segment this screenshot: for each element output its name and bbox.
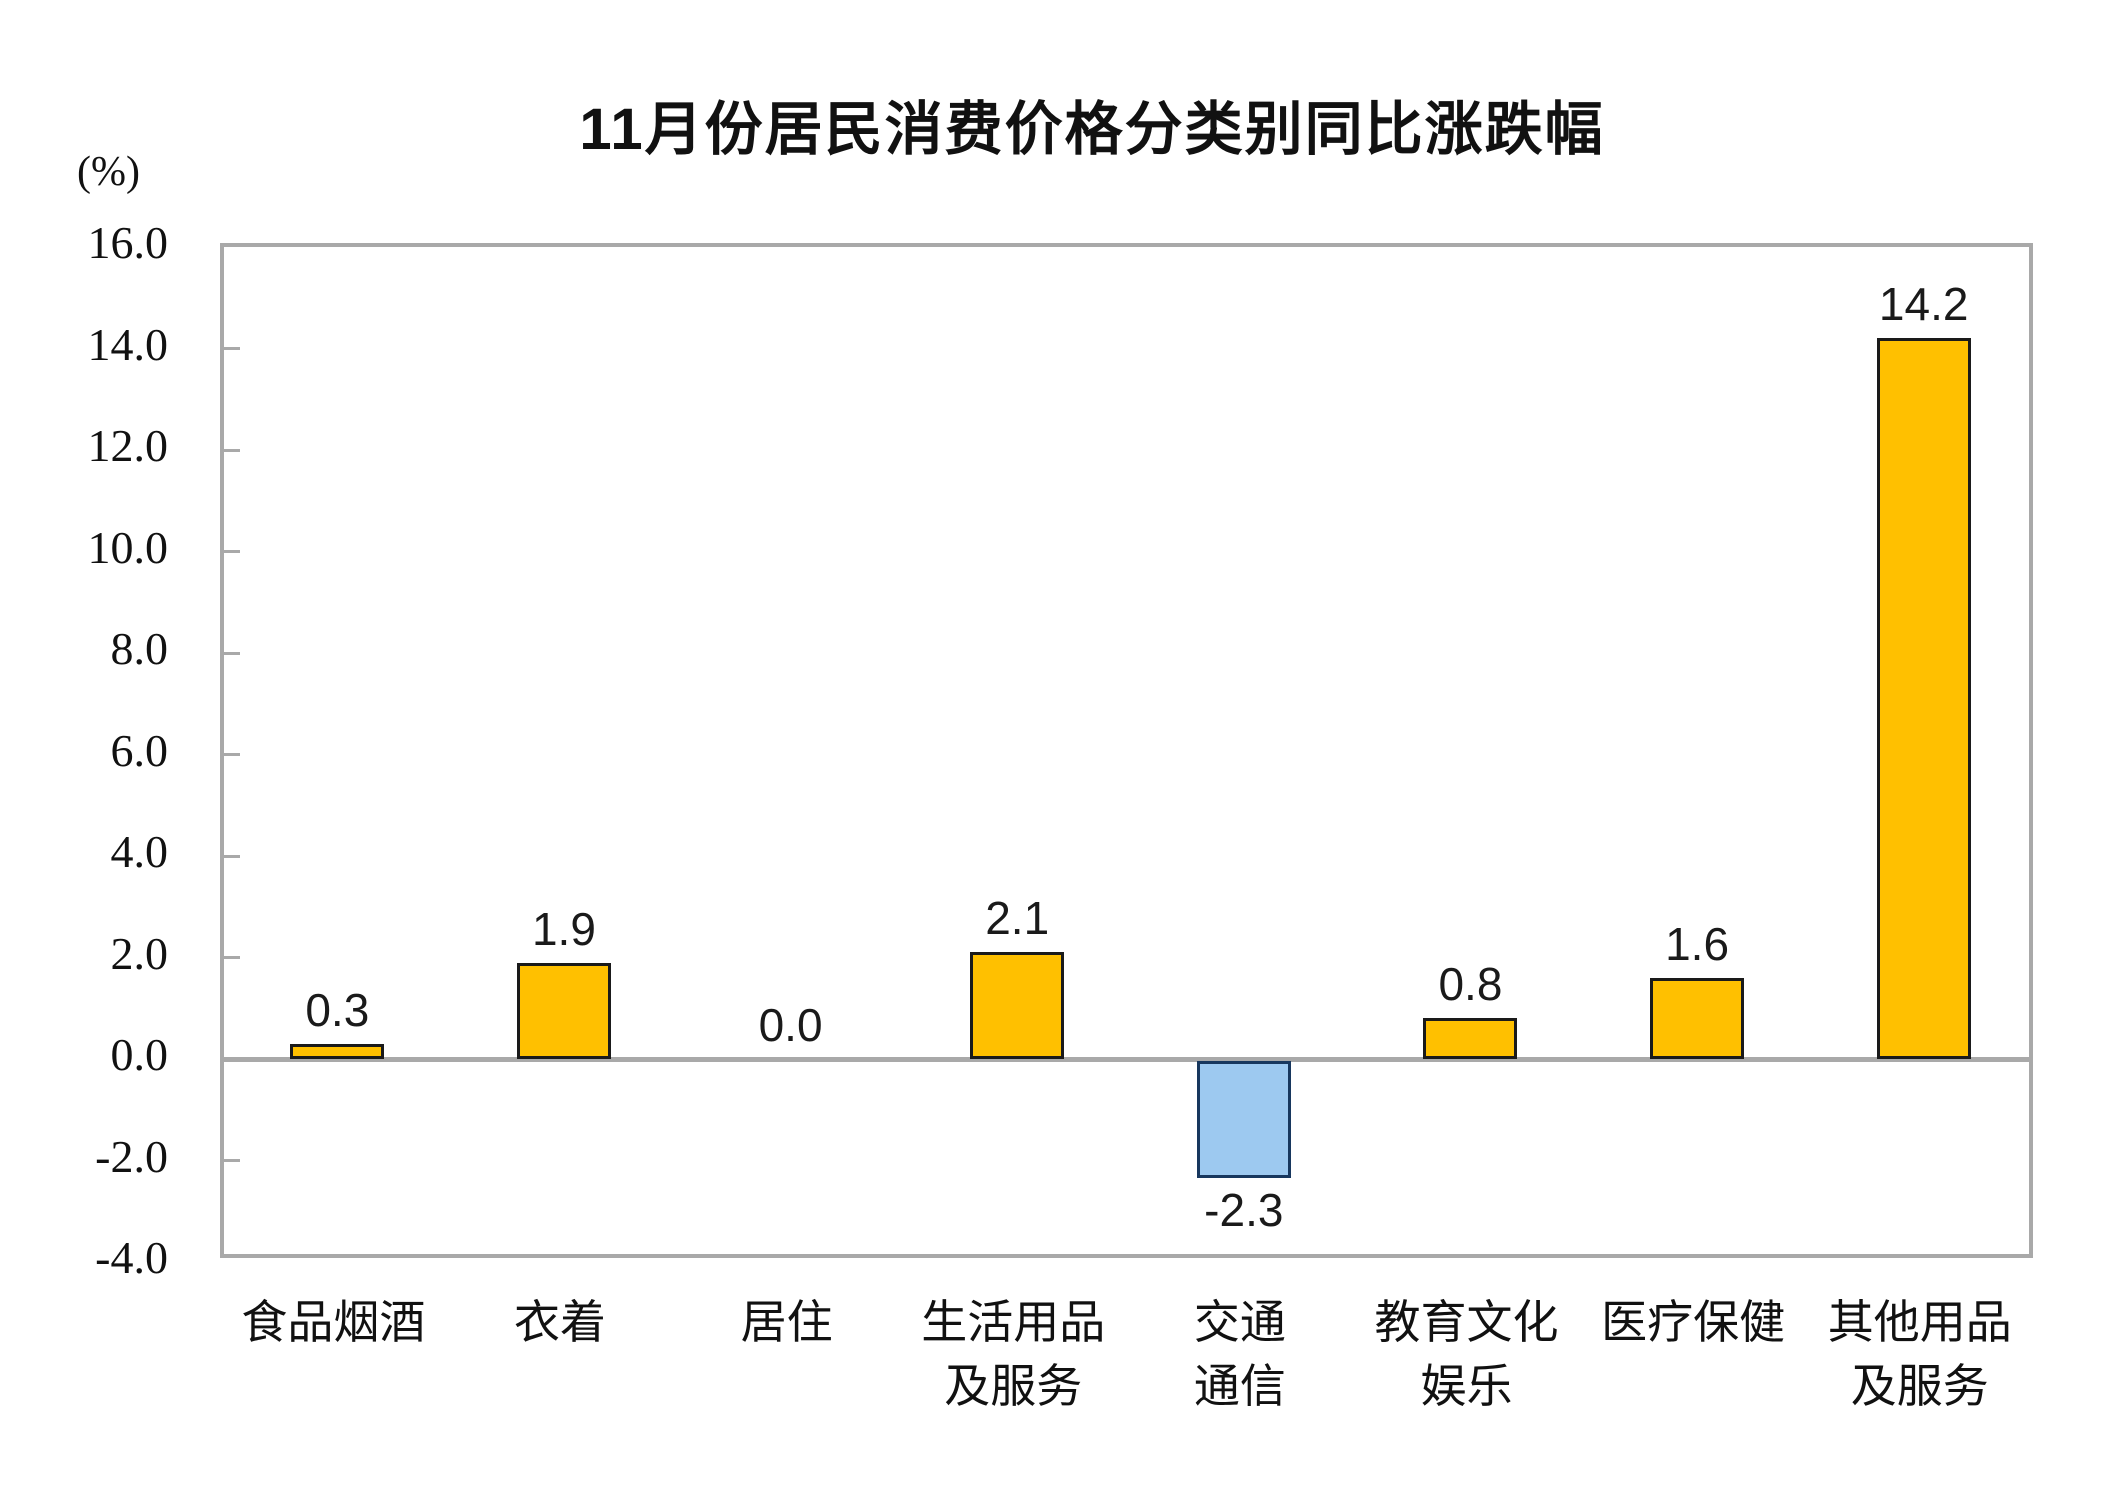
y-tick-mark	[224, 448, 240, 452]
y-tick-label: 6.0	[110, 724, 169, 776]
y-tick-mark	[224, 347, 240, 350]
bar	[1196, 1061, 1291, 1178]
bar-value-label: 0.3	[305, 983, 370, 1036]
y-tick-label: 4.0	[110, 826, 169, 877]
bar-value-label: 1.6	[1665, 917, 1730, 970]
y-tick-mark	[224, 956, 240, 959]
bar-value-label: 1.9	[531, 902, 596, 955]
category-label: 衣着	[513, 1297, 606, 1348]
category-label: 交通 通信	[1193, 1297, 1286, 1412]
y-tick-mark	[224, 550, 240, 553]
category-label: 医疗保健	[1601, 1297, 1786, 1348]
y-tick-label: -4.0	[95, 1232, 168, 1283]
bar-value-label: 14.2	[1878, 278, 1969, 331]
y-axis-unit-label: (%)	[77, 149, 140, 195]
y-tick-mark	[224, 1159, 240, 1162]
bar	[1423, 1018, 1518, 1059]
y-tick-label: 10.0	[87, 521, 169, 573]
y-tick-label: 8.0	[110, 623, 169, 674]
y-tick-mark	[224, 854, 240, 858]
y-tick-label: 0.0	[110, 1029, 169, 1080]
chart-title: 11月份居民消费价格分类别同比涨跌幅	[579, 97, 1605, 162]
category-label: 教育文化 娱乐	[1374, 1297, 1559, 1412]
category-label: 生活用品 及服务	[921, 1297, 1106, 1412]
y-tick-label: 14.0	[87, 318, 169, 370]
bar-value-label: 2.1	[985, 892, 1050, 945]
bar	[290, 1043, 385, 1059]
plot-area: 0.3 1.9 0.0 2.1 -2.3 0.8 1.6 14.2	[220, 243, 2033, 1258]
y-tick-mark	[224, 753, 240, 756]
bar	[1876, 338, 1971, 1059]
bar-value-label: 0.0	[758, 999, 823, 1051]
zero-axis-line	[224, 1057, 2029, 1062]
bar-value-label: 0.8	[1438, 958, 1503, 1011]
y-tick-label: 12.0	[87, 420, 169, 471]
bar	[516, 962, 611, 1059]
bar	[970, 952, 1065, 1059]
category-label: 居住	[740, 1297, 833, 1348]
bar-value-label: -2.3	[1204, 1183, 1284, 1236]
y-tick-label: -2.0	[95, 1130, 168, 1182]
y-tick-label: 2.0	[110, 927, 169, 979]
category-label: 其他用品 及服务	[1827, 1297, 2012, 1412]
category-label: 食品烟酒	[241, 1297, 426, 1348]
y-tick-label: 16.0	[87, 217, 169, 268]
bar	[1650, 977, 1745, 1059]
y-tick-mark	[224, 651, 240, 655]
